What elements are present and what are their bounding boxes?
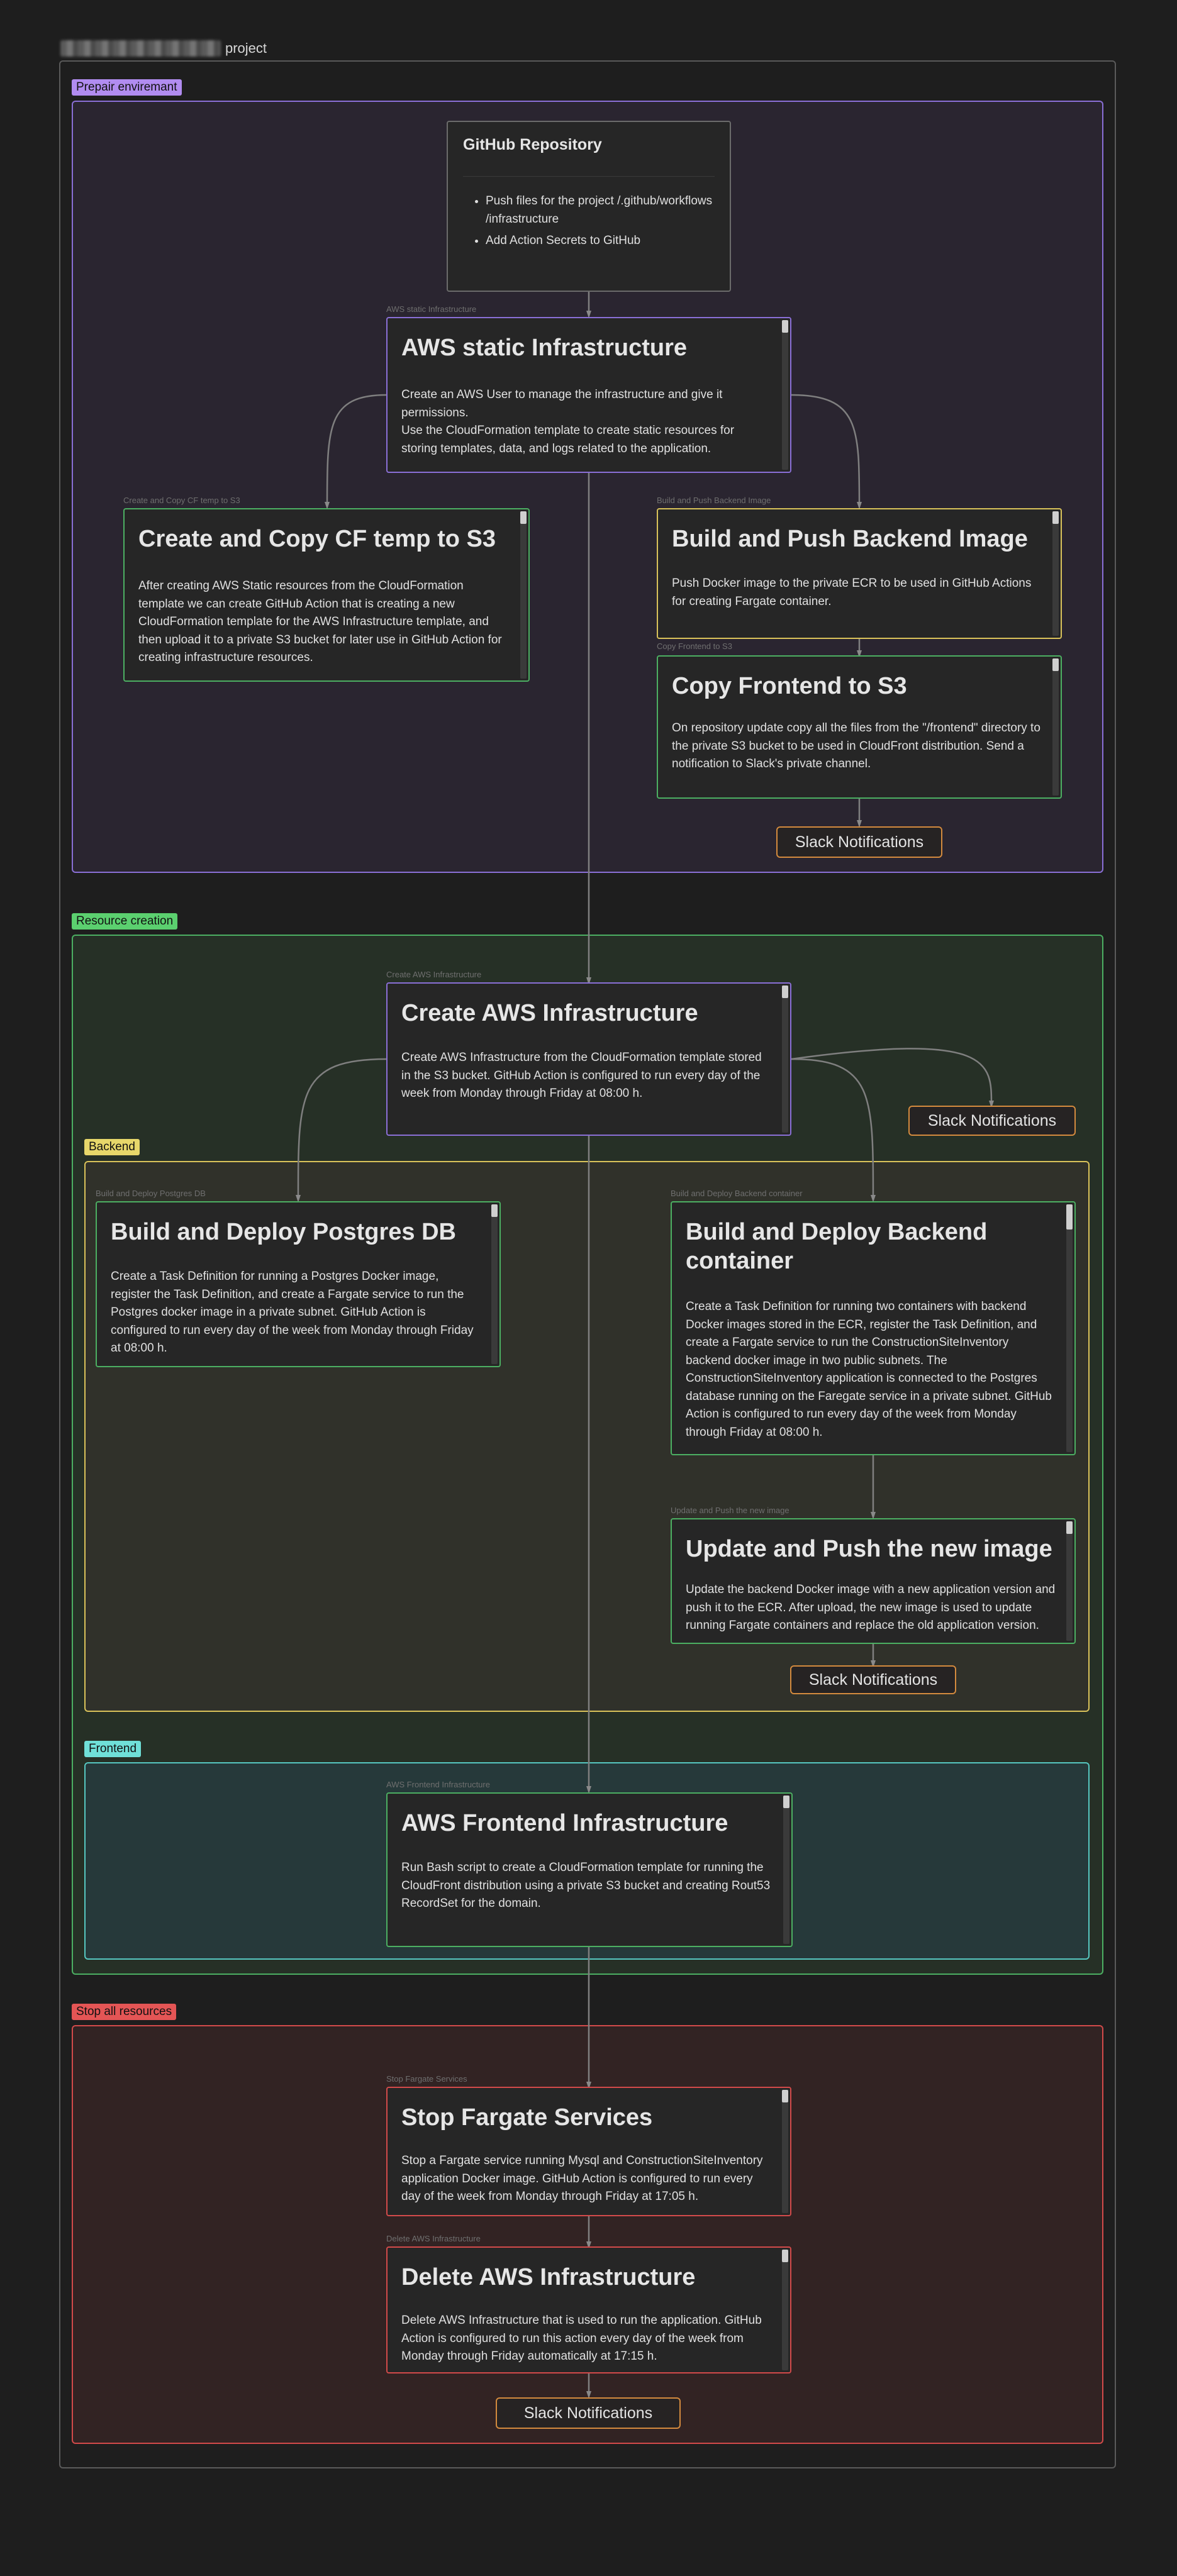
card-body: Run Bash script to create a CloudFormati… [401, 1861, 771, 1910]
outer-project-group [59, 60, 1116, 2468]
scrollbar[interactable] [782, 2090, 788, 2213]
scrollbar[interactable] [782, 985, 788, 1133]
card-body: Create AWS Infrastructure from the Cloud… [401, 1051, 762, 1100]
card-title: Update and Push the new image [686, 1536, 1052, 1562]
scrollbar[interactable] [783, 1796, 789, 1944]
group-label-prepair: Prepair enviremant [72, 79, 182, 96]
build-push-backend-image-card[interactable]: Build and Push Backend Image Push Docker… [657, 508, 1062, 639]
aws-frontend-infrastructure-card[interactable]: AWS Frontend Infrastructure Run Bash scr… [386, 1792, 793, 1947]
blurred-title [60, 40, 221, 57]
card-title: Copy Frontend to S3 [672, 673, 907, 699]
card-label: Build and Push Backend Image [657, 496, 771, 505]
slack-notifications-node[interactable]: Slack Notifications [776, 826, 942, 858]
card-label: AWS static Infrastructure [386, 304, 477, 314]
github-repository-card[interactable]: GitHub Repository Push files for the pro… [447, 121, 731, 292]
card-body: Create a Task Definition for running a P… [111, 1270, 474, 1355]
card-title: Delete AWS Infrastructure [401, 2264, 696, 2290]
group-label-resource: Resource creation [72, 913, 178, 930]
card-title: Build and Deploy Postgres DB [111, 1219, 456, 1245]
card-label: Delete AWS Infrastructure [386, 2234, 481, 2243]
update-push-image-card[interactable]: Update and Push the new image Update the… [671, 1518, 1076, 1644]
card-body: Delete AWS Infrastructure that is used t… [401, 2314, 762, 2363]
card-title: AWS static Infrastructure [401, 335, 687, 361]
card-title: Create AWS Infrastructure [401, 1000, 698, 1026]
scrollbar[interactable] [782, 2250, 788, 2370]
slack-notifications-node[interactable]: Slack Notifications [790, 1665, 956, 1694]
group-label-stop: Stop all resources [72, 2004, 177, 2020]
scrollbar[interactable] [1052, 511, 1059, 636]
scrollbar[interactable] [520, 511, 527, 679]
card-title: Build and Deploy Backend container [686, 1219, 988, 1275]
card-body: Create a Task Definition for running two… [686, 1300, 1052, 1439]
scrollbar[interactable] [1066, 1204, 1073, 1452]
card-body: Update the backend Docker image with a n… [686, 1583, 1056, 1632]
create-copy-cf-card[interactable]: Create and Copy CF temp to S3 After crea… [123, 508, 530, 682]
scrollbar[interactable] [782, 320, 788, 470]
aws-static-infrastructure-card[interactable]: AWS static Infrastructure Create an AWS … [386, 317, 791, 473]
card-body: On repository update copy all the files … [672, 721, 1040, 770]
card-label: Stop Fargate Services [386, 2074, 467, 2084]
list-item: Add Action Secrets to GitHub [486, 232, 717, 250]
slack-notifications-node[interactable]: Slack Notifications [908, 1106, 1076, 1136]
card-title: Build and Push Backend Image [672, 526, 1028, 552]
scrollbar[interactable] [491, 1204, 498, 1364]
card-title: AWS Frontend Infrastructure [401, 1810, 728, 1836]
card-label: Build and Deploy Backend container [671, 1189, 803, 1198]
card-title: Stop Fargate Services [401, 2104, 653, 2131]
card-body: After creating AWS Static resources from… [138, 579, 502, 664]
build-deploy-postgres-card[interactable]: Build and Deploy Postgres DB Create a Ta… [96, 1201, 501, 1367]
card-title: GitHub Repository [463, 136, 602, 153]
list-item: Push files for the project /.github/work… [486, 192, 717, 228]
build-deploy-backend-card[interactable]: Build and Deploy Backend container Creat… [671, 1201, 1076, 1455]
delete-aws-infrastructure-card[interactable]: Delete AWS Infrastructure Delete AWS Inf… [386, 2246, 791, 2373]
divider [463, 176, 715, 177]
stop-fargate-services-card[interactable]: Stop Fargate Services Stop a Fargate ser… [386, 2087, 791, 2216]
card-label: Copy Frontend to S3 [657, 641, 732, 651]
card-title: Create and Copy CF temp to S3 [138, 526, 496, 552]
card-body: Push Docker image to the private ECR to … [672, 577, 1032, 608]
card-label: Create and Copy CF temp to S3 [123, 496, 240, 505]
create-aws-infrastructure-card[interactable]: Create AWS Infrastructure Create AWS Inf… [386, 982, 791, 1136]
card-body: Create an AWS User to manage the infrast… [401, 388, 735, 455]
slack-notifications-node[interactable]: Slack Notifications [496, 2397, 681, 2429]
github-items: Push files for the project /.github/work… [463, 192, 717, 254]
group-label-frontend: Frontend [84, 1741, 142, 1757]
scrollbar[interactable] [1066, 1521, 1073, 1641]
card-body: Stop a Fargate service running Mysql and… [401, 2154, 763, 2203]
card-label: Update and Push the new image [671, 1506, 789, 1515]
scrollbar[interactable] [1052, 658, 1059, 796]
page-title: project [225, 40, 267, 56]
card-label: Build and Deploy Postgres DB [96, 1189, 206, 1198]
group-label-backend: Backend [84, 1139, 140, 1155]
card-label: Create AWS Infrastructure [386, 970, 482, 979]
copy-frontend-s3-card[interactable]: Copy Frontend to S3 On repository update… [657, 655, 1062, 799]
card-label: AWS Frontend Infrastructure [386, 1780, 490, 1789]
